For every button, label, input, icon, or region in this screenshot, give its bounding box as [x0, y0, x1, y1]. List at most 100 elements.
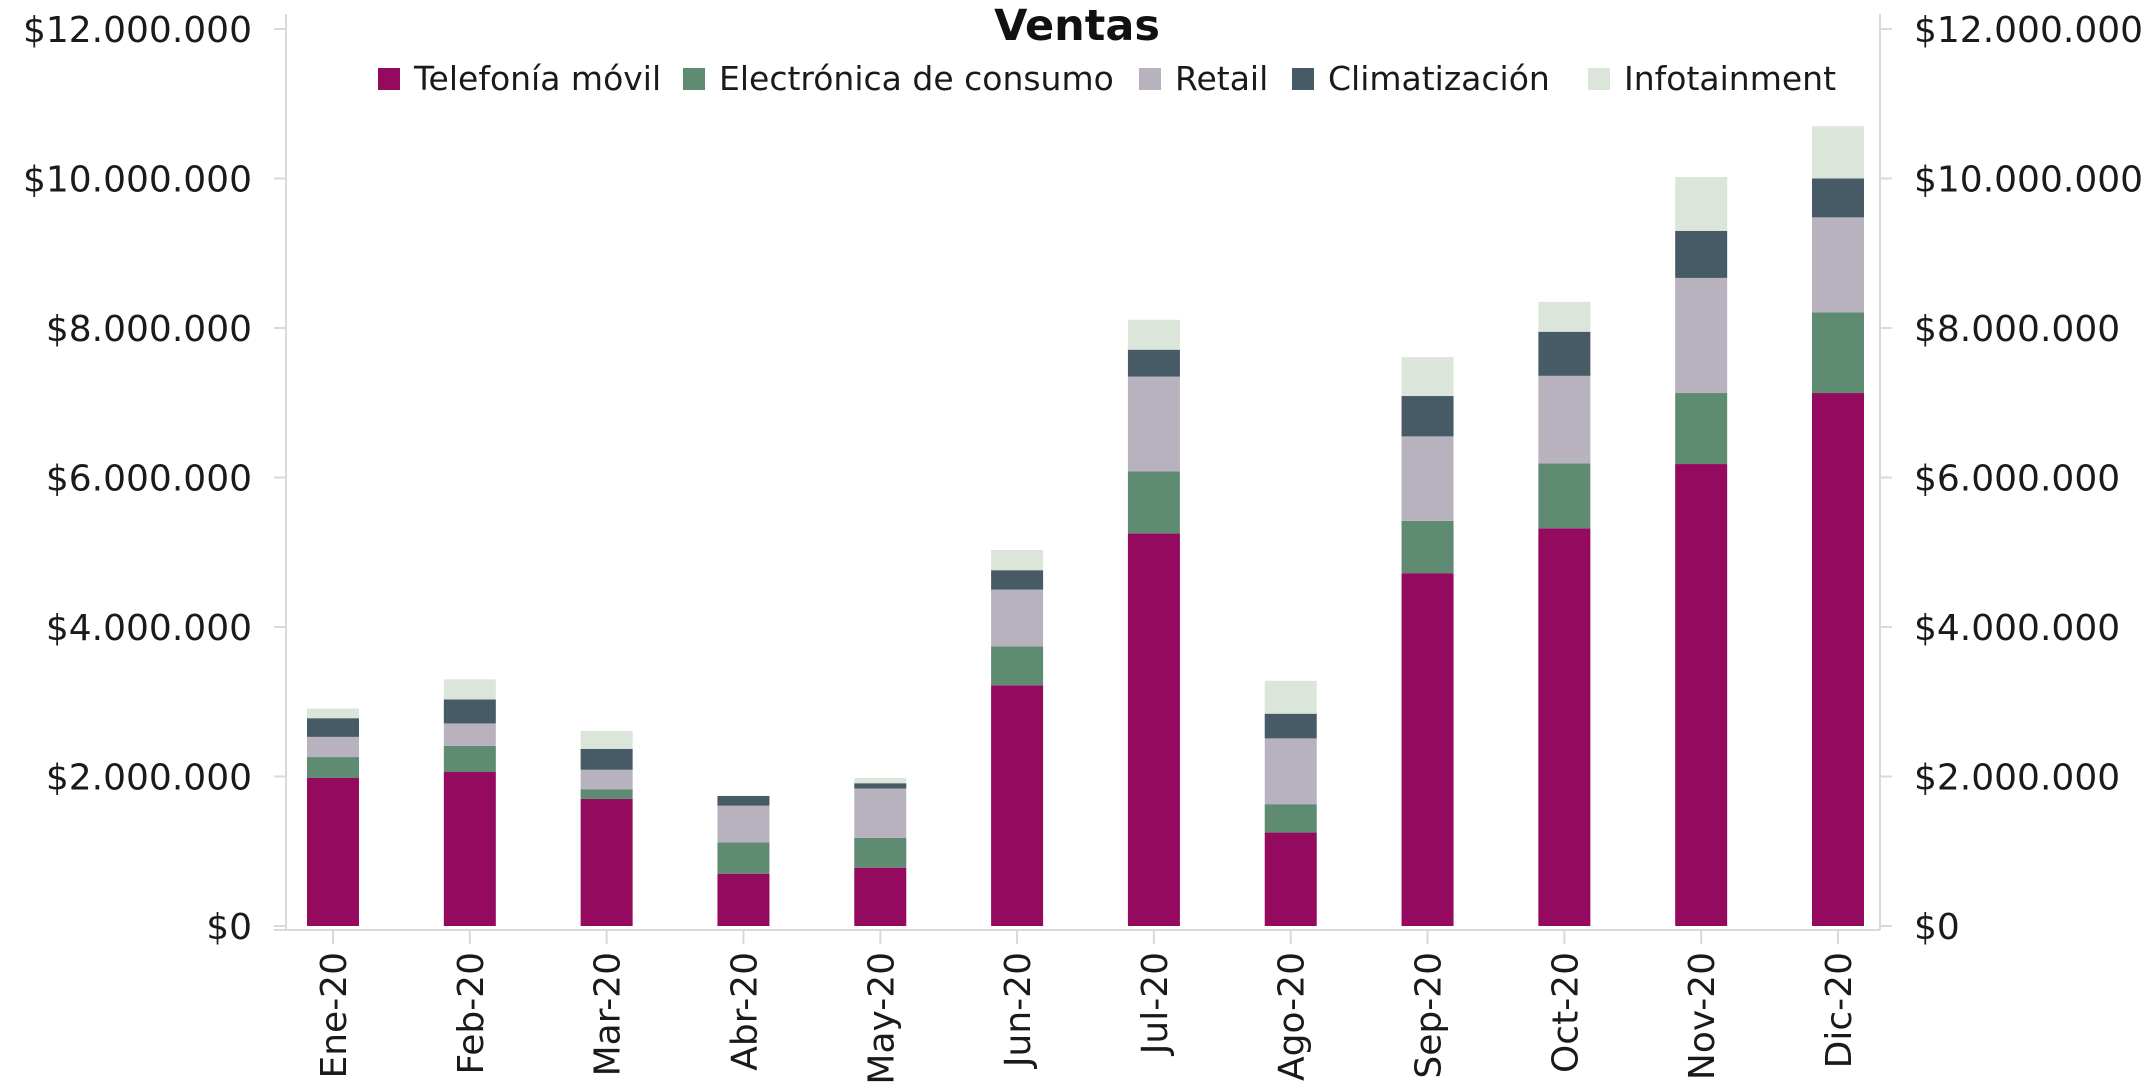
bar-segment-4-ago-20 [1264, 713, 1317, 739]
bar-segment-4-dic-20 [1812, 178, 1864, 218]
x-tick-label: Mar-20 [588, 952, 629, 1076]
y-axis-right: $0 $2.000.000 $4.000.000 $6.000.000 $8.000.0… [1880, 10, 2143, 948]
bar-segment-1-jul-20 [1127, 533, 1180, 926]
y-tick-label-left: $4.000.000 [46, 608, 252, 649]
y-tick-label-left: $8.000.000 [46, 309, 252, 350]
x-tick-label: Abr-20 [724, 952, 765, 1071]
bar-segment-5-jun-20 [991, 550, 1044, 571]
legend-swatch [1139, 68, 1161, 90]
x-tick-label: May-20 [861, 952, 902, 1085]
bar-segment-3-jun-20 [991, 589, 1044, 647]
bar-segment-3-mar-20 [580, 769, 633, 790]
bar-segment-3-nov-20 [1675, 277, 1728, 394]
bar-segment-2-feb-20 [443, 745, 496, 773]
x-tick-label: Nov-20 [1682, 952, 1723, 1080]
legend-swatch [683, 68, 705, 90]
bar-segment-2-jun-20 [991, 646, 1044, 686]
y-tick-label-left: $2.000.000 [46, 758, 252, 799]
bar-segment-5-dic-20 [1812, 126, 1864, 179]
x-tick-label: Sep-20 [1409, 952, 1450, 1079]
bar-segment-4-jul-20 [1127, 349, 1180, 377]
bar-segment-5-oct-20 [1538, 301, 1591, 332]
bar-segment-4-jun-20 [991, 570, 1044, 590]
y-tick-label-left: $12.000.000 [23, 10, 252, 51]
bar-segment-5-jul-20 [1127, 319, 1180, 350]
bar-segment-5-nov-20 [1675, 177, 1728, 231]
x-tick-label: Ene-20 [314, 952, 355, 1079]
legend: Telefonía móvil Electrónica de consumo Ret… [378, 59, 1836, 98]
bar-segment-2-jul-20 [1127, 471, 1180, 534]
bar-segment-1-mar-20 [580, 798, 633, 926]
legend-swatch [1588, 68, 1610, 90]
bar-segment-4-sep-20 [1401, 396, 1454, 437]
bar-segment-3-oct-20 [1538, 375, 1591, 464]
bar-segment-2-ago-20 [1264, 804, 1317, 833]
bar-segment-2-abr-20 [717, 842, 770, 874]
bar-segment-1-ago-20 [1264, 832, 1317, 926]
bar-segment-4-ene-20 [307, 718, 359, 737]
bar-segment-2-ene-20 [307, 757, 359, 778]
bar-segment-5-may-20 [854, 777, 907, 784]
x-axis: Ene-20 Feb-20 Mar-20 Abr-20 May-20 Jun-20 Jul-… [314, 930, 1860, 1085]
y-tick-label-left: $6.000.000 [46, 459, 252, 500]
bar-segment-2-oct-20 [1538, 463, 1591, 529]
bar-segment-5-mar-20 [580, 730, 633, 749]
bar-segment-5-ago-20 [1264, 680, 1317, 714]
x-tick-label: Jul-20 [1135, 952, 1176, 1056]
legend-swatch [1292, 68, 1314, 90]
y-tick-label-left: $10.000.000 [23, 160, 252, 201]
bar-segment-1-nov-20 [1675, 464, 1728, 926]
y-tick-label-right: $4.000.000 [1914, 608, 2120, 649]
bar-segment-4-may-20 [854, 783, 907, 789]
y-tick-label-right: $6.000.000 [1914, 459, 2120, 500]
x-tick-label: Ago-20 [1272, 952, 1313, 1081]
bar-segment-3-may-20 [854, 788, 907, 838]
bar-segment-2-mar-20 [580, 789, 633, 799]
bar-segment-3-jul-20 [1127, 376, 1180, 472]
bar-segment-3-feb-20 [443, 723, 496, 746]
bar-segment-2-nov-20 [1675, 393, 1728, 465]
y-tick-label-right: $12.000.000 [1914, 10, 2143, 51]
x-tick-label: Oct-20 [1545, 952, 1586, 1073]
bar-segment-4-mar-20 [580, 748, 633, 770]
legend-label: Electrónica de consumo [719, 59, 1114, 98]
bar-segment-1-feb-20 [443, 772, 496, 926]
legend-swatch [378, 68, 400, 90]
legend-label: Telefonía móvil [413, 59, 661, 98]
x-tick-label: Feb-20 [451, 952, 492, 1075]
chart-title: Ventas [994, 1, 1160, 51]
bars-group [307, 126, 1864, 927]
bar-segment-5-feb-20 [443, 679, 496, 700]
y-tick-label-right: $0 [1914, 907, 1960, 948]
bar-segment-5-sep-20 [1401, 357, 1454, 397]
legend-label: Infotainment [1624, 59, 1836, 98]
y-tick-label-right: $2.000.000 [1914, 758, 2120, 799]
bar-segment-3-ene-20 [307, 736, 359, 758]
bar-segment-4-abr-20 [717, 795, 770, 806]
legend-label: Climatización [1328, 59, 1550, 98]
bar-segment-3-abr-20 [717, 805, 770, 843]
bar-segment-2-may-20 [854, 837, 907, 868]
y-tick-label-left: $0 [206, 907, 252, 948]
x-tick-label: Jun-20 [998, 952, 1039, 1069]
bar-segment-4-feb-20 [443, 699, 496, 724]
bar-segment-4-oct-20 [1538, 331, 1591, 376]
bar-segment-1-ene-20 [307, 777, 359, 926]
legend-label: Retail [1175, 59, 1268, 98]
y-axis-left: $0 $2.000.000 $4.000.000 $6.000.000 $8.000.0… [23, 10, 286, 948]
bar-segment-5-ene-20 [307, 708, 359, 719]
bar-segment-2-sep-20 [1401, 520, 1454, 574]
bar-segment-3-ago-20 [1264, 738, 1317, 805]
bar-segment-1-oct-20 [1538, 528, 1591, 926]
x-tick-label: Dic-20 [1819, 952, 1860, 1068]
bar-segment-1-sep-20 [1401, 573, 1454, 926]
bar-segment-1-abr-20 [717, 873, 770, 926]
bar-segment-4-nov-20 [1675, 230, 1728, 278]
bar-segment-1-dic-20 [1812, 393, 1864, 927]
bar-segment-3-sep-20 [1401, 436, 1454, 521]
bar-segment-1-jun-20 [991, 685, 1044, 926]
y-tick-label-right: $8.000.000 [1914, 309, 2120, 350]
y-tick-label-right: $10.000.000 [1914, 160, 2143, 201]
